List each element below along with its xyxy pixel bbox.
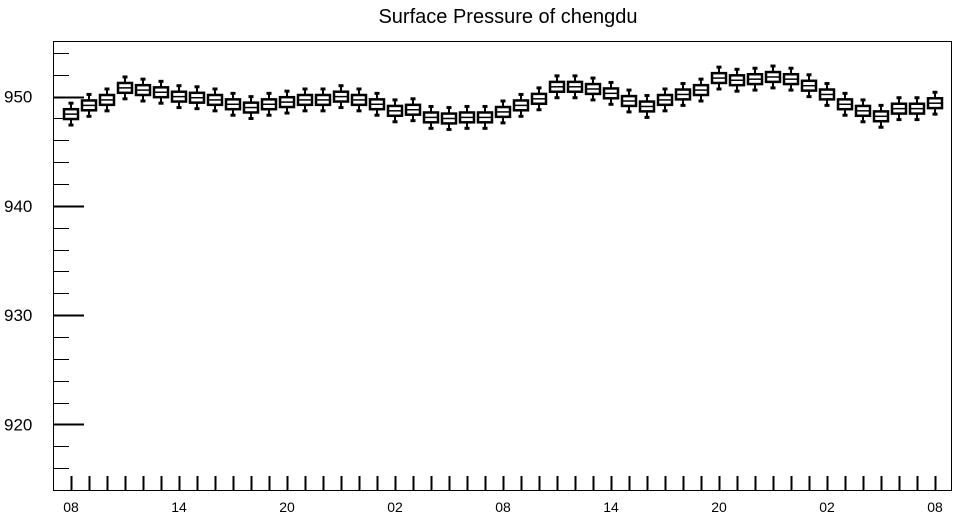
box-item xyxy=(512,92,530,118)
x-tick-label: 14 xyxy=(603,499,619,515)
box-item xyxy=(800,73,818,99)
box-item xyxy=(566,74,584,100)
box-item xyxy=(350,87,368,113)
y-tick-label: 950 xyxy=(4,88,32,107)
box-item xyxy=(314,87,332,113)
box-item xyxy=(746,66,764,92)
box-item xyxy=(728,67,746,93)
box-item xyxy=(206,87,224,113)
y-tick-label: 940 xyxy=(4,197,32,216)
y-tick-label: 930 xyxy=(4,306,32,325)
box-item xyxy=(368,91,386,117)
box-item xyxy=(620,88,638,114)
x-tick-label: 08 xyxy=(927,499,943,515)
chart-title: Surface Pressure of chengdu xyxy=(378,6,637,28)
box-item xyxy=(854,98,872,124)
box-item xyxy=(764,64,782,90)
box-item xyxy=(458,104,476,130)
box-item xyxy=(260,91,278,117)
x-tick-label: 20 xyxy=(279,499,295,515)
x-tick-label: 02 xyxy=(387,499,403,515)
x-tick-label: 20 xyxy=(711,499,727,515)
box-item xyxy=(170,84,188,110)
box-item xyxy=(134,77,152,103)
box-item xyxy=(908,96,926,122)
box-item xyxy=(890,96,908,122)
x-tick-label: 08 xyxy=(495,499,511,515)
box-item xyxy=(476,104,494,130)
y-axis: 920 930 940 950 xyxy=(4,53,84,491)
box-item xyxy=(494,99,512,125)
box-item xyxy=(548,74,566,100)
box-item xyxy=(62,101,80,127)
y-tick-label: 920 xyxy=(4,415,32,434)
box-item xyxy=(242,95,260,120)
box-item xyxy=(710,65,728,91)
box-item xyxy=(926,90,944,116)
box-item xyxy=(602,80,620,106)
box-item xyxy=(440,106,458,131)
box-item xyxy=(404,97,422,123)
box-item xyxy=(224,91,242,117)
box-item xyxy=(872,103,890,129)
x-tick-label: 02 xyxy=(819,499,835,515)
x-tick-label: 14 xyxy=(171,499,187,515)
box-item xyxy=(836,91,854,117)
box-item xyxy=(818,82,836,107)
box-series xyxy=(62,64,944,131)
box-item xyxy=(80,92,98,118)
x-tick-label: 08 xyxy=(63,499,79,515)
box-item xyxy=(278,89,296,115)
box-item xyxy=(188,85,206,111)
plot-frame xyxy=(53,41,952,491)
box-item xyxy=(692,77,710,103)
box-item xyxy=(332,84,350,110)
box-item xyxy=(98,87,116,113)
box-item xyxy=(674,82,692,107)
box-item xyxy=(584,76,602,102)
box-item xyxy=(530,86,548,112)
box-item xyxy=(386,98,404,124)
box-item xyxy=(296,87,314,113)
box-item xyxy=(152,79,170,105)
box-item xyxy=(422,104,440,130)
box-item xyxy=(656,87,674,113)
box-item xyxy=(782,66,800,92)
box-item xyxy=(116,75,134,101)
x-axis: 08 14 20 02 08 14 20 02 08 xyxy=(63,476,943,515)
box-item xyxy=(638,94,656,119)
